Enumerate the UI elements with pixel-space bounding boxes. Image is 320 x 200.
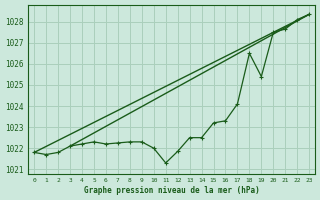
X-axis label: Graphe pression niveau de la mer (hPa): Graphe pression niveau de la mer (hPa) [84,186,260,195]
